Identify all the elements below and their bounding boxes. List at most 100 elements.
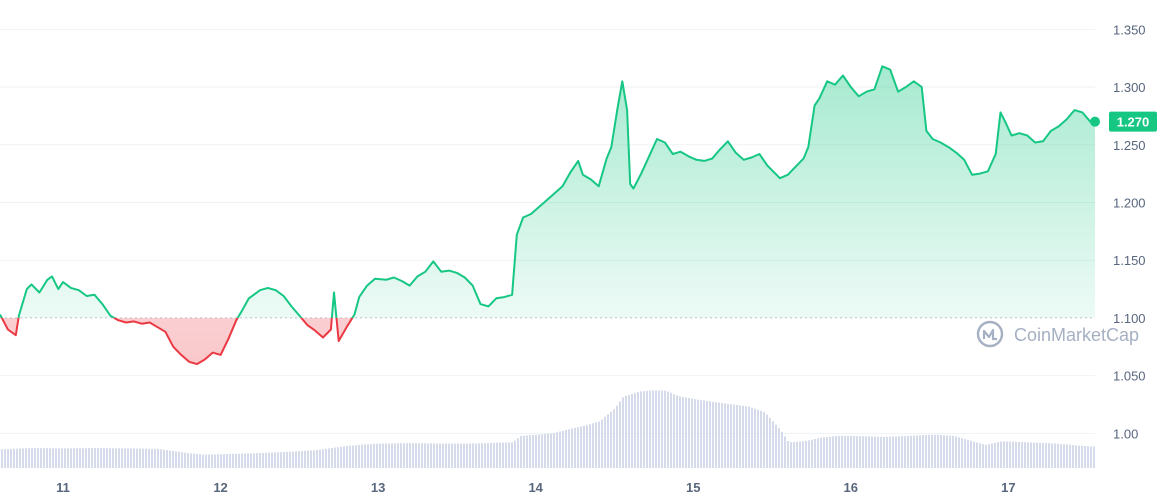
volume-bar bbox=[679, 396, 681, 468]
volume-bar bbox=[922, 435, 924, 468]
volume-bar bbox=[469, 443, 471, 468]
volume-bar bbox=[976, 442, 978, 468]
volume-bar bbox=[1036, 442, 1038, 468]
volume-bar bbox=[376, 443, 378, 468]
volume-bar bbox=[127, 448, 129, 468]
volume-bar bbox=[988, 444, 990, 468]
volume-bar bbox=[205, 454, 207, 468]
volume-bar bbox=[175, 451, 177, 468]
volume-bar bbox=[484, 443, 486, 468]
volume-bar bbox=[52, 448, 54, 468]
volume-bar bbox=[325, 448, 327, 468]
volume-bar bbox=[118, 448, 120, 468]
volume-bar bbox=[850, 436, 852, 468]
volume-bar bbox=[682, 396, 684, 468]
volume-bar bbox=[265, 452, 267, 468]
volume-bar bbox=[289, 451, 291, 468]
y-tick-label: 1.100 bbox=[1113, 311, 1146, 326]
volume-bar bbox=[184, 452, 186, 468]
volume-bar bbox=[1030, 442, 1032, 468]
volume-bar bbox=[739, 405, 741, 468]
volume-bar bbox=[550, 433, 552, 468]
volume-bar bbox=[1012, 441, 1014, 468]
volume-bar bbox=[973, 441, 975, 468]
volume-bar bbox=[943, 435, 945, 468]
volume-bar bbox=[949, 435, 951, 468]
volume-bar bbox=[136, 448, 138, 468]
volume-bar bbox=[1060, 443, 1062, 468]
volume-bar bbox=[934, 434, 936, 468]
volume-bar bbox=[58, 448, 60, 468]
volume-bar bbox=[307, 450, 309, 468]
volume-bar bbox=[838, 436, 840, 468]
volume-bar bbox=[841, 436, 843, 468]
volume-bar bbox=[625, 395, 627, 468]
volume-bar bbox=[73, 448, 75, 468]
volume-bar bbox=[16, 448, 18, 468]
volume-bar bbox=[172, 450, 174, 468]
volume-bar bbox=[427, 443, 429, 468]
price-line-up bbox=[0, 65, 1095, 318]
volume-bar bbox=[496, 442, 498, 468]
volume-bar bbox=[655, 390, 657, 468]
volume-bar bbox=[862, 436, 864, 468]
volume-bar bbox=[283, 452, 285, 468]
volume-bar bbox=[898, 436, 900, 468]
volume-bar bbox=[43, 448, 45, 468]
volume-bar bbox=[268, 452, 270, 468]
volume-bar bbox=[244, 453, 246, 468]
volume-bar bbox=[871, 436, 873, 468]
volume-bar bbox=[805, 441, 807, 468]
x-axis: 11 12 13 14 15 16 17 bbox=[56, 480, 1015, 495]
price-area-above bbox=[0, 66, 1095, 318]
volume-bar bbox=[364, 444, 366, 468]
volume-bar bbox=[718, 402, 720, 468]
volume-bar bbox=[787, 441, 789, 468]
volume-bar bbox=[1021, 442, 1023, 468]
volume-bar bbox=[79, 448, 81, 468]
volume-bar bbox=[271, 452, 273, 468]
volume-bar bbox=[19, 448, 21, 468]
volume-bar bbox=[1084, 446, 1086, 468]
volume-bar bbox=[757, 409, 759, 468]
volume-bar bbox=[421, 443, 423, 468]
volume-bar bbox=[91, 448, 93, 468]
current-price-badge bbox=[1109, 111, 1157, 132]
volume-bar bbox=[535, 434, 537, 468]
volume-bar bbox=[274, 452, 276, 468]
volume-bar bbox=[481, 443, 483, 468]
volume-bar bbox=[286, 451, 288, 468]
volume-bar bbox=[886, 436, 888, 468]
volume-bar bbox=[631, 393, 633, 468]
volume-bar bbox=[151, 448, 153, 468]
volume-bar bbox=[355, 445, 357, 468]
volume-bar bbox=[511, 442, 513, 468]
volume-bar bbox=[37, 448, 39, 468]
volume-bar bbox=[742, 405, 744, 468]
volume-bar bbox=[925, 435, 927, 468]
volume-bar bbox=[892, 436, 894, 468]
volume-bar bbox=[703, 400, 705, 468]
volume-bar bbox=[826, 437, 828, 468]
y-tick-label: 1.150 bbox=[1113, 253, 1146, 268]
volume-bar bbox=[199, 454, 201, 468]
volume-bar bbox=[1033, 442, 1035, 468]
y-tick-label: 1.250 bbox=[1113, 138, 1146, 153]
coinmarketcap-logo-icon bbox=[976, 320, 1004, 348]
volume-bar bbox=[955, 436, 957, 468]
price-area bbox=[0, 66, 1095, 365]
volume-bar bbox=[709, 401, 711, 468]
volume-bar bbox=[304, 450, 306, 468]
volume-bar bbox=[160, 449, 162, 468]
volume-bar bbox=[985, 444, 987, 468]
volume-bar bbox=[109, 448, 111, 468]
volume-bar bbox=[187, 453, 189, 468]
volume-bar bbox=[715, 402, 717, 468]
volume-bar bbox=[373, 443, 375, 468]
volume-bar bbox=[106, 448, 108, 468]
volume-bars bbox=[1, 390, 1095, 468]
volume-bar bbox=[97, 448, 99, 468]
volume-bar bbox=[541, 434, 543, 468]
volume-bar bbox=[793, 441, 795, 468]
